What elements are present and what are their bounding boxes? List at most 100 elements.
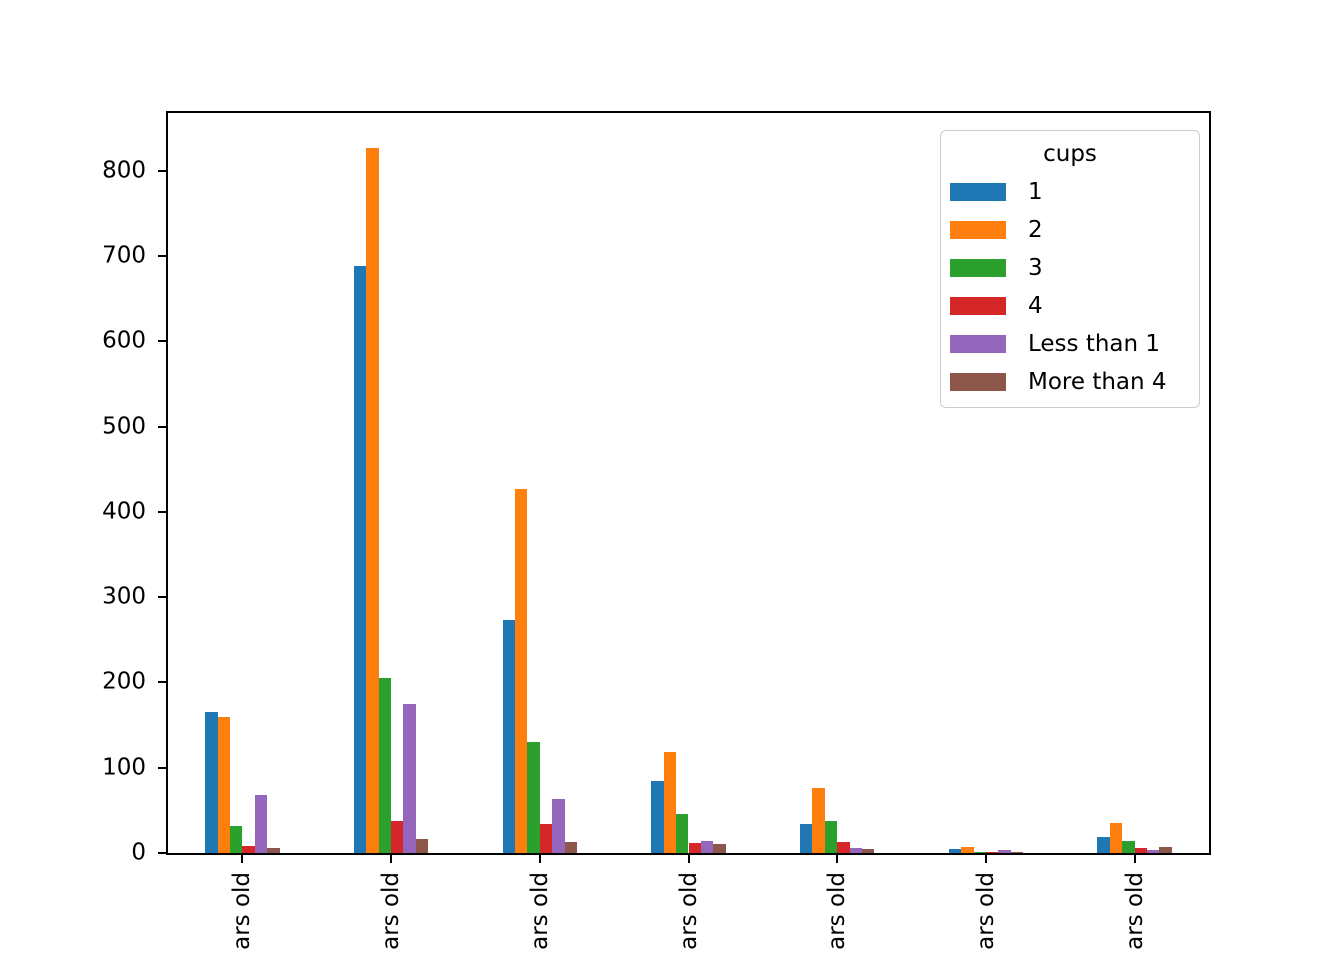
y-tick-label: 700 <box>102 242 146 269</box>
legend-entry-label: 2 <box>1028 216 1043 243</box>
bar <box>217 717 230 853</box>
legend-entry-label: 3 <box>1028 254 1043 281</box>
bar <box>391 820 404 853</box>
bar <box>688 842 701 853</box>
bar <box>515 488 528 853</box>
y-tick-label: 100 <box>102 754 146 781</box>
bar <box>403 703 416 853</box>
bar <box>564 841 577 853</box>
y-tick-label: 300 <box>102 583 146 610</box>
x-tick-label-text: ars old <box>675 872 702 950</box>
y-tick-mark <box>158 766 166 769</box>
bar <box>539 824 553 853</box>
x-tick-label: ars old <box>675 872 701 950</box>
legend-swatch <box>950 183 1006 201</box>
bar <box>812 788 825 853</box>
bar <box>700 841 714 853</box>
x-tick-mark <box>687 855 690 863</box>
bar <box>502 620 515 853</box>
x-tick-mark <box>984 855 987 863</box>
y-tick-label: 500 <box>102 413 146 440</box>
bar <box>353 266 367 853</box>
x-tick-label-text: ars old <box>229 872 256 950</box>
bar <box>1010 852 1024 853</box>
x-tick-label: ars old <box>973 872 999 950</box>
legend-entry-label: Less than 1 <box>1028 330 1161 357</box>
bar <box>527 742 540 853</box>
legend-entry: 4 <box>941 287 1199 325</box>
legend-entry: 3 <box>941 249 1199 287</box>
y-tick-mark <box>158 681 166 684</box>
x-tick-label-text: ars old <box>526 872 553 950</box>
bar <box>378 678 392 853</box>
bar <box>229 825 243 853</box>
legend-entry-label: 1 <box>1028 178 1043 205</box>
bar <box>1159 847 1172 853</box>
legend-entry-label: 4 <box>1028 292 1043 319</box>
bar <box>651 781 664 853</box>
y-tick-label: 400 <box>102 498 146 525</box>
legend-swatch <box>950 221 1006 239</box>
y-tick-mark <box>158 169 166 172</box>
x-tick-mark <box>241 855 244 863</box>
bar <box>552 799 565 853</box>
bar <box>837 841 850 853</box>
x-tick-label: ars old <box>1121 872 1147 950</box>
legend-swatch <box>950 259 1006 277</box>
y-tick-label: 600 <box>102 327 146 354</box>
bar <box>948 848 962 853</box>
x-tick-mark <box>836 855 839 863</box>
y-tick-mark <box>158 255 166 258</box>
x-tick-label-text: ars old <box>377 872 404 950</box>
y-tick-mark <box>158 510 166 513</box>
legend-entries: 1 2 3 4 Less than 1 More than 4 <box>941 173 1199 401</box>
x-tick-mark <box>1133 855 1136 863</box>
legend-entry: Less than 1 <box>941 325 1199 363</box>
y-tick-mark <box>158 852 166 854</box>
bar <box>1109 823 1123 853</box>
x-tick-label: ars old <box>527 872 553 950</box>
bar <box>242 846 255 853</box>
bar <box>254 795 268 853</box>
legend-entry: 2 <box>941 211 1199 249</box>
bar <box>961 847 974 853</box>
bar <box>862 848 875 853</box>
legend-swatch <box>950 297 1006 315</box>
bar <box>1134 847 1148 853</box>
x-tick-label-text: ars old <box>1121 872 1148 950</box>
legend-entry-label: More than 4 <box>1028 368 1167 395</box>
x-tick-label-text: ars old <box>823 872 850 950</box>
bar <box>1097 836 1110 853</box>
bar <box>1122 841 1135 853</box>
x-tick-label-text: ars old <box>972 872 999 950</box>
legend-title: cups <box>1043 141 1097 167</box>
x-tick-mark <box>538 855 541 863</box>
bar <box>849 847 862 853</box>
x-tick-mark <box>390 855 393 863</box>
x-tick-label: ars old <box>824 872 850 950</box>
bar <box>973 852 986 853</box>
legend-entry: More than 4 <box>941 363 1199 401</box>
y-tick-mark <box>158 340 166 343</box>
legend-swatch <box>950 373 1006 391</box>
bar <box>676 813 689 853</box>
x-tick-label: ars old <box>378 872 404 950</box>
y-tick-mark <box>158 425 166 428</box>
bar <box>824 821 838 853</box>
bar <box>998 849 1011 853</box>
y-tick-mark <box>158 596 166 599</box>
bar <box>415 839 429 853</box>
y-tick-label: 0 <box>131 839 146 866</box>
bar <box>663 751 677 853</box>
bar <box>366 147 379 853</box>
legend-swatch <box>950 335 1006 353</box>
bar <box>800 824 813 853</box>
bar <box>267 847 280 853</box>
y-tick-label: 800 <box>102 157 146 184</box>
bar <box>985 852 999 853</box>
bar <box>713 843 726 853</box>
bar <box>1147 850 1160 853</box>
legend: cups 1 2 3 4 Less than 1 More than 4 <box>940 130 1200 408</box>
y-tick-label: 200 <box>102 668 146 695</box>
